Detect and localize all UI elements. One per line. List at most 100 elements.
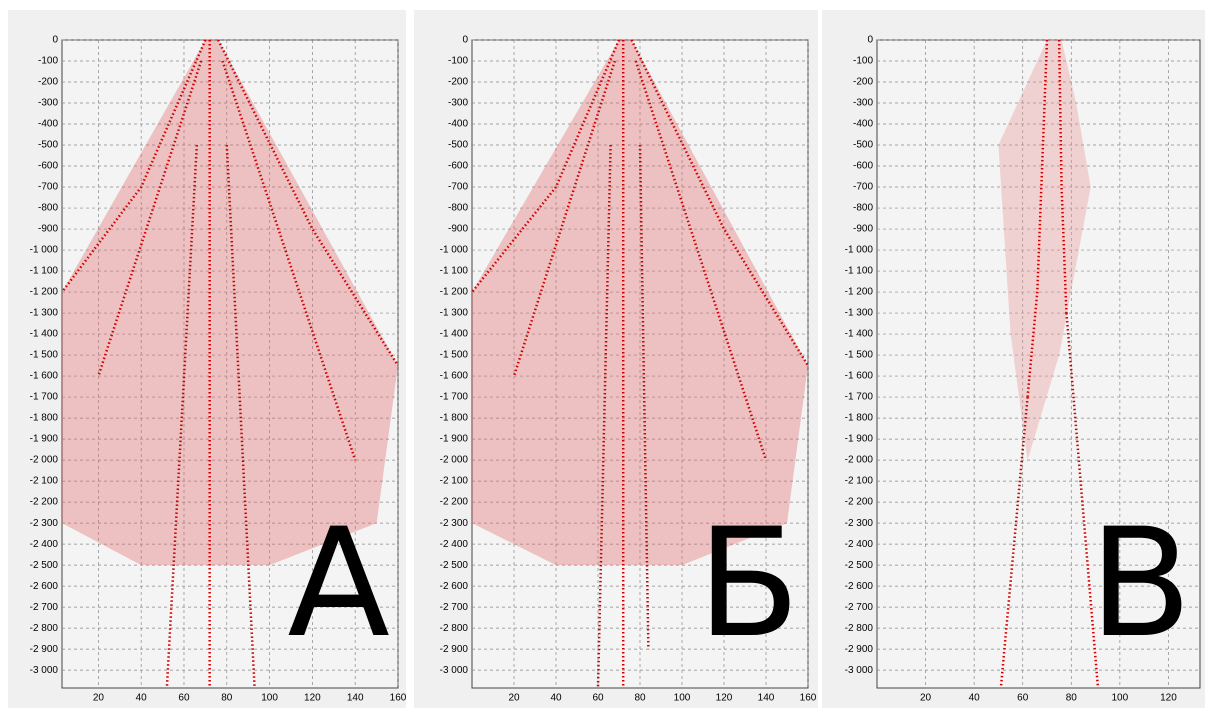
y-tick-label: -1 000: [30, 245, 59, 256]
y-tick-label: -700: [853, 182, 873, 193]
y-tick-label: -2 600: [30, 581, 59, 592]
y-tick-label: -1 700: [440, 392, 469, 403]
y-tick-label: -1 800: [440, 413, 469, 424]
y-tick-label: -3 000: [440, 665, 469, 676]
y-tick-label: -300: [853, 98, 873, 109]
y-tick-label: -900: [853, 224, 873, 235]
y-tick-label: -2 000: [845, 455, 874, 466]
x-tick-label: 160: [390, 693, 407, 704]
y-tick-label: -600: [38, 161, 58, 172]
y-tick-label: -1 200: [30, 287, 59, 298]
x-tick-label: 100: [261, 693, 278, 704]
y-tick-label: -3 000: [30, 665, 59, 676]
y-tick-label: 0: [867, 35, 873, 46]
y-tick-label: -2 100: [440, 476, 469, 487]
y-tick-label: -700: [448, 182, 468, 193]
y-tick-label: -2 100: [30, 476, 59, 487]
y-tick-label: -2 200: [845, 497, 874, 508]
y-tick-label: 0: [462, 35, 468, 46]
y-tick-label: -100: [448, 56, 468, 67]
wave-trace: [638, 145, 650, 650]
x-tick-label: 120: [716, 693, 733, 704]
x-tick-label: 40: [969, 693, 981, 704]
wave-trace: [97, 60, 203, 377]
y-tick-label: -2 500: [440, 560, 469, 571]
y-tick-label: -1 400: [30, 329, 59, 340]
y-tick-label: -2 700: [440, 602, 469, 613]
point-cloud: [472, 40, 808, 566]
wave-trace: [165, 144, 199, 689]
y-tick-label: -1 600: [845, 371, 874, 382]
wave-trace: [471, 39, 621, 293]
x-tick-label: 100: [674, 693, 691, 704]
y-tick-label: -1 000: [845, 245, 874, 256]
point-cloud: [62, 40, 398, 566]
y-tick-label: -2 300: [845, 518, 874, 529]
x-tick-label: 80: [1066, 693, 1078, 704]
y-tick-label: 0: [52, 35, 58, 46]
y-tick-label: -500: [853, 140, 873, 151]
y-tick-label: -1 200: [440, 287, 469, 298]
wave-trace: [596, 144, 612, 689]
panel-letter: А: [287, 497, 390, 671]
y-tick-label: -1 300: [845, 308, 874, 319]
y-tick-label: -2 300: [30, 518, 59, 529]
wave-trace: [61, 39, 207, 293]
panel-letter: Б: [697, 497, 800, 671]
x-tick-label: 60: [592, 693, 604, 704]
y-tick-label: -2 000: [440, 455, 469, 466]
y-tick-label: -1 700: [845, 392, 874, 403]
y-tick-label: -2 200: [440, 497, 469, 508]
x-tick-label: 100: [1112, 693, 1129, 704]
y-tick-label: -700: [38, 182, 58, 193]
y-tick-label: -600: [448, 161, 468, 172]
y-tick-label: -2 400: [845, 539, 874, 550]
y-tick-label: -2 900: [845, 644, 874, 655]
y-tick-label: -2 900: [440, 644, 469, 655]
y-tick-label: -400: [853, 119, 873, 130]
y-tick-label: -2 500: [30, 560, 59, 571]
y-tick-label: -1 300: [440, 308, 469, 319]
y-tick-label: -100: [38, 56, 58, 67]
y-tick-label: -400: [448, 119, 468, 130]
y-tick-label: -2 600: [440, 581, 469, 592]
y-tick-label: -1 300: [30, 308, 59, 319]
y-tick-label: -2 400: [440, 539, 469, 550]
panel: 0 -100 -200 -300 -400 -500 -600 -700 -800 -900 -1 …: [8, 10, 407, 708]
y-tick-label: -800: [38, 203, 58, 214]
y-tick-label: -2 300: [440, 518, 469, 529]
y-tick-label: -3 000: [845, 665, 874, 676]
wave-trace: [512, 60, 616, 377]
panel-letter: В: [1089, 497, 1192, 671]
x-tick-label: 160: [800, 693, 817, 704]
plot-area: [876, 39, 1201, 689]
y-tick-label: -1 100: [30, 266, 59, 277]
y-tick-label: -800: [448, 203, 468, 214]
y-tick-label: -1 400: [845, 329, 874, 340]
y-tick-label: -500: [448, 140, 468, 151]
x-tick-label: 140: [347, 693, 364, 704]
y-tick-label: -300: [448, 98, 468, 109]
wave-trace: [225, 144, 256, 689]
y-tick-label: -2 900: [30, 644, 59, 655]
y-tick-label: -1 200: [845, 287, 874, 298]
x-tick-label: 60: [1017, 693, 1029, 704]
x-tick-label: 20: [920, 693, 932, 704]
y-tick-label: -1 100: [440, 266, 469, 277]
y-tick-label: -2 800: [440, 623, 469, 634]
y-tick-label: -2 700: [30, 602, 59, 613]
y-tick-label: -200: [448, 77, 468, 88]
wave-trace: [1057, 39, 1068, 314]
y-tick-label: -2 000: [30, 455, 59, 466]
y-tick-label: -800: [853, 203, 873, 214]
y-tick-label: -200: [38, 77, 58, 88]
x-tick-label: 140: [758, 693, 775, 704]
y-tick-label: -1 500: [845, 350, 874, 361]
y-tick-label: -1 100: [845, 266, 874, 277]
y-tick-label: -2 500: [845, 560, 874, 571]
x-tick-label: 120: [304, 693, 321, 704]
y-tick-label: -2 200: [30, 497, 59, 508]
x-tick-label: 40: [136, 693, 148, 704]
